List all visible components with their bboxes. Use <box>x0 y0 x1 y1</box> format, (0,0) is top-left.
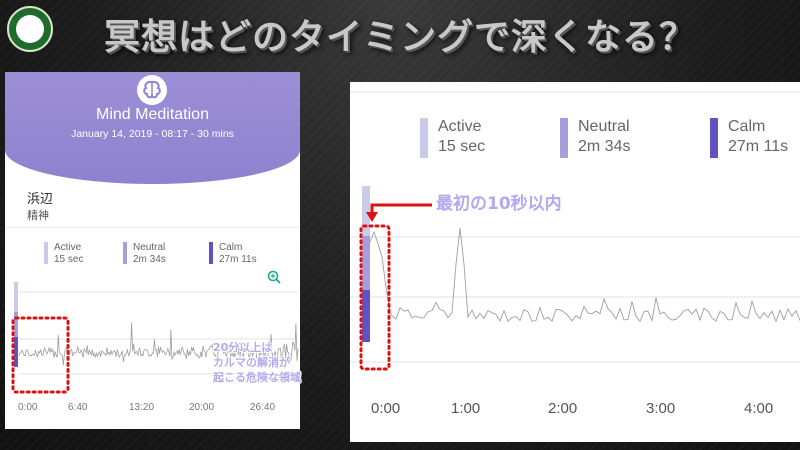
legend-swatch <box>209 242 213 264</box>
x-tick: 0:00 <box>371 400 401 417</box>
state-bar-neutral <box>14 312 18 337</box>
legend-value: 2m 34s <box>133 254 166 265</box>
session-title: Mind Meditation <box>96 106 209 123</box>
legend-label: Calm <box>219 242 243 253</box>
brain-icon <box>137 75 167 105</box>
legend-value: 27m 11s <box>219 254 257 265</box>
state-bar-calm <box>362 290 370 342</box>
legend-swatch <box>560 118 568 158</box>
zoom-in-icon[interactable] <box>267 270 281 284</box>
legend-value: 27m 11s <box>728 138 789 155</box>
legend-swatch <box>710 118 718 158</box>
legend-swatch <box>420 118 428 158</box>
state-bar-active <box>14 282 18 312</box>
legend-label: Calm <box>728 118 766 135</box>
legend-swatch <box>44 242 48 264</box>
x-tick: 2:00 <box>548 400 578 417</box>
session-location: 浜辺 <box>27 191 54 206</box>
state-bar-calm <box>14 337 18 367</box>
state-bar-neutral <box>362 236 370 290</box>
legend-label: Neutral <box>133 242 166 253</box>
x-tick: 26:40 <box>250 402 276 413</box>
legend-value: 15 sec <box>54 254 84 265</box>
session-info: January 14, 2019 - 08:17 - 30 mins <box>71 128 234 140</box>
legend-label: Active <box>54 242 82 253</box>
x-tick: 20:00 <box>189 402 215 413</box>
zoomed-chart-panel: Active 15 sec Neutral 2m 34s Calm 27m 11… <box>350 82 800 442</box>
session-category: 精神 <box>27 210 49 222</box>
x-tick: 6:40 <box>68 402 88 413</box>
slide-title: 冥想はどのタイミングで深くなる？ <box>103 17 696 58</box>
x-tick: 3:00 <box>646 400 676 417</box>
x-tick: 4:00 <box>744 400 774 417</box>
club-emblem-icon <box>7 6 53 52</box>
legend-value: 2m 34s <box>578 138 631 155</box>
danger-note-line: 20分以上は <box>213 341 273 354</box>
x-tick: 1:00 <box>451 400 481 417</box>
danger-note: 20分以上は カルマの解消が 起こる危険な領域 <box>213 340 333 385</box>
legend-label: Active <box>438 118 482 135</box>
danger-note-line: カルマの解消が <box>213 356 290 369</box>
danger-note-line: 起こる危険な領域 <box>213 371 301 384</box>
state-bar-active <box>362 186 370 236</box>
divider <box>5 227 300 228</box>
legend-label: Neutral <box>578 118 630 135</box>
zoomed-brainwave-chart <box>350 91 800 363</box>
signal-line <box>369 227 800 323</box>
legend-swatch <box>123 242 127 264</box>
x-tick: 0:00 <box>18 402 38 413</box>
zoom-callout: 最初の10秒以内 <box>436 194 562 214</box>
x-tick: 13:20 <box>129 402 155 413</box>
legend-value: 15 sec <box>438 138 486 155</box>
